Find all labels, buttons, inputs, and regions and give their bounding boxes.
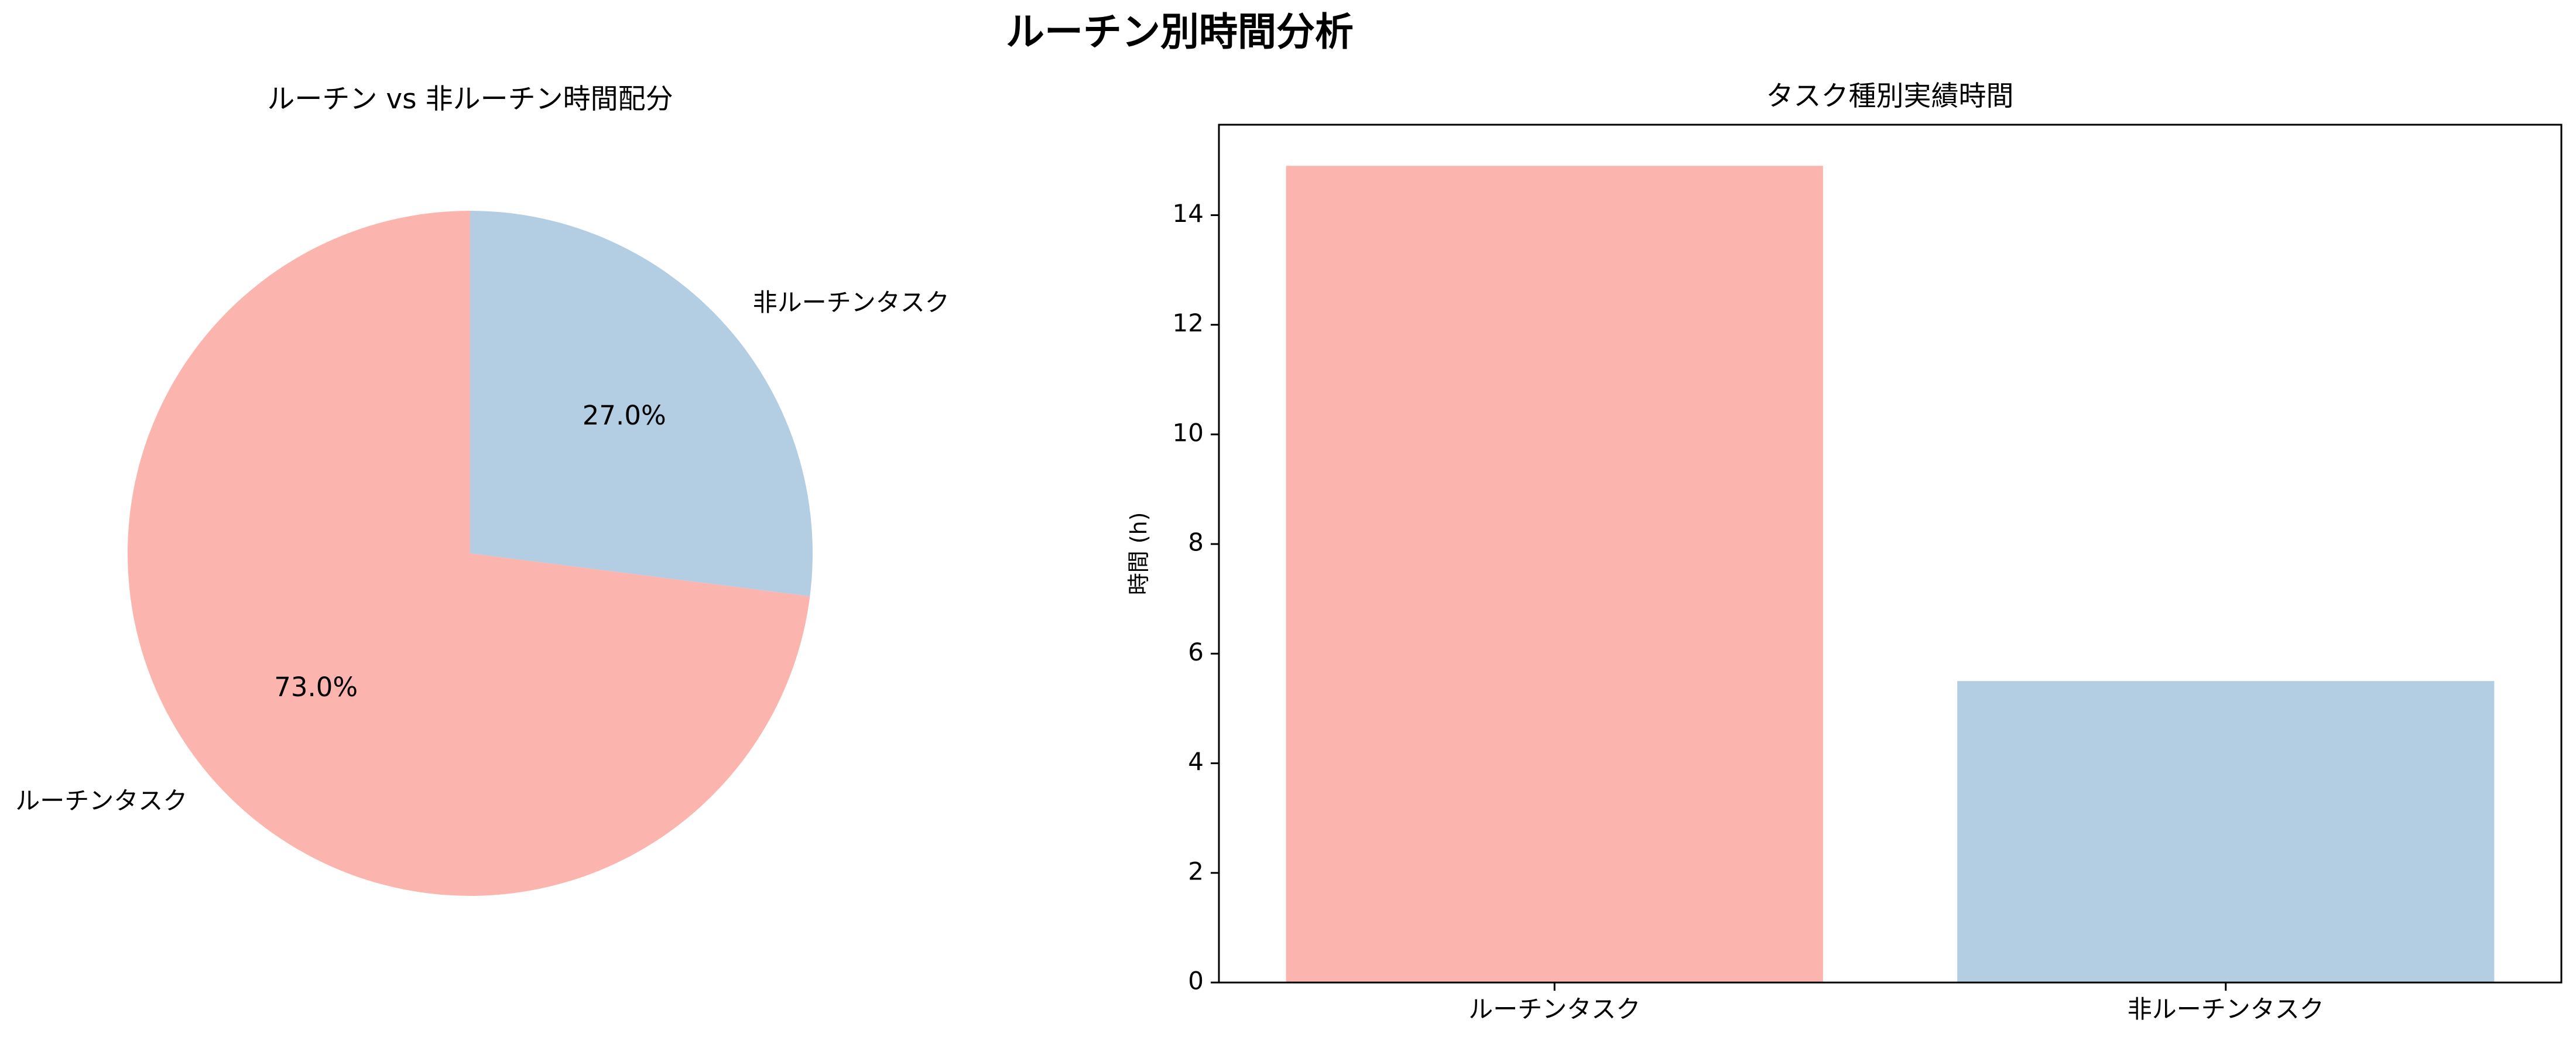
pie-slice-label: ルーチンタスク (15, 786, 187, 815)
x-axis-ticks: ルーチンタスク 非ルーチンタスク (1468, 983, 2324, 1024)
pie-percent-label: 73.0% (274, 672, 358, 703)
y-axis-label: 時間 (h) (1126, 512, 1152, 595)
x-tick-label: ルーチンタスク (1468, 995, 1640, 1024)
pie-slices (127, 211, 813, 896)
y-tick-label: 12 (1173, 309, 1204, 337)
y-tick-label: 8 (1188, 528, 1204, 557)
bar (1957, 681, 2495, 983)
bar (1286, 166, 1823, 983)
y-axis-ticks: 0 2 4 6 8 10 12 14 (1173, 199, 1219, 995)
y-tick-label: 2 (1188, 857, 1204, 885)
y-tick-label: 10 (1173, 418, 1204, 447)
y-tick-label: 14 (1173, 199, 1204, 228)
axes-frame (1218, 124, 2563, 984)
pie-slice (127, 211, 810, 896)
x-tick-label: 非ルーチンタスク (2128, 995, 2324, 1024)
bar-chart: タスク種別実績時間 0 2 4 6 8 10 12 14 ルーチンタスク 非ルーチンタスク 時間… (1126, 80, 2563, 1024)
pie-slice-label: 非ルーチンタスク (753, 288, 950, 317)
pie-chart: ルーチン vs 非ルーチン時間配分 ルーチンタスク 73.0% 非ルーチンタスク 27… (15, 83, 950, 896)
y-tick-label: 4 (1188, 747, 1204, 776)
pie-chart-title: ルーチン vs 非ルーチン時間配分 (267, 83, 673, 115)
pie-slice (470, 211, 813, 597)
y-tick-label: 0 (1188, 967, 1204, 995)
pie-percent-label: 27.0% (583, 400, 666, 431)
bars (1286, 166, 2495, 983)
pie-labels: ルーチンタスク 73.0% 非ルーチンタスク 27.0% (15, 288, 949, 815)
y-tick-label: 6 (1188, 638, 1204, 666)
figure-title: ルーチン別時間分析 (1006, 9, 1354, 54)
bar-chart-title: タスク種別実績時間 (1766, 80, 2014, 112)
